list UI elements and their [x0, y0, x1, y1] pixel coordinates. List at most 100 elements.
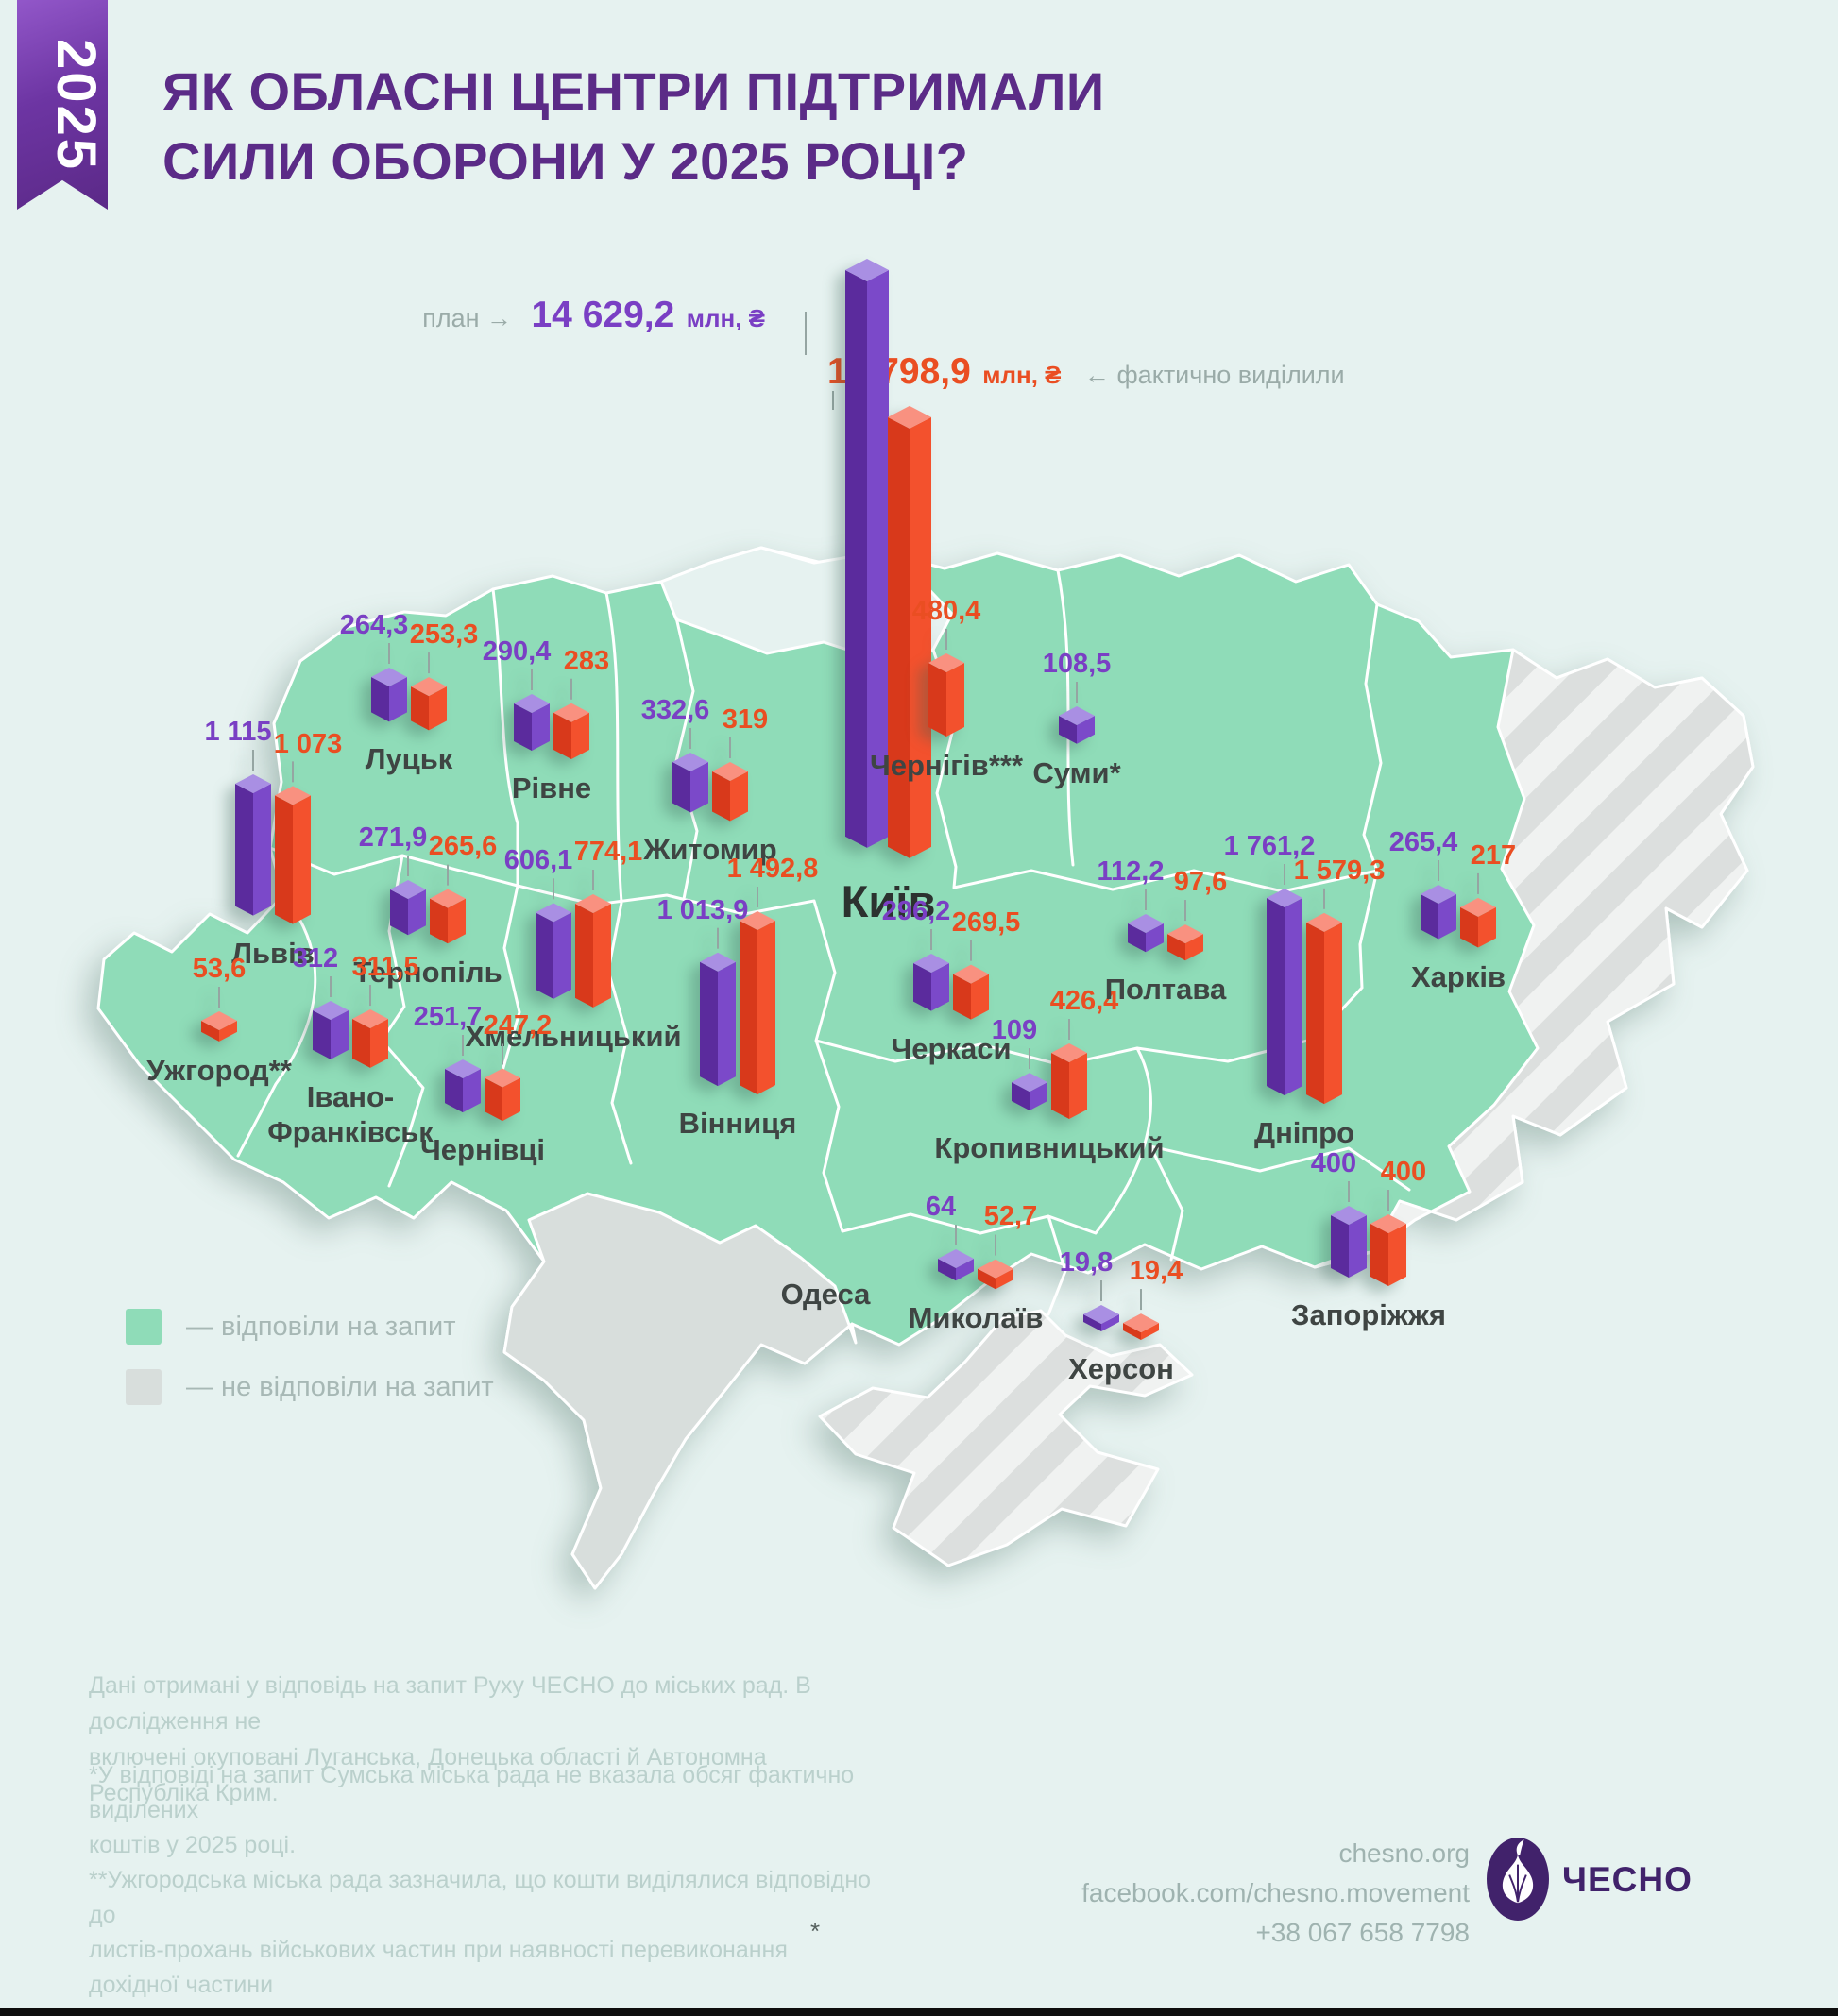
page-title: ЯК ОБЛАСНІ ЦЕНТРИ ПІДТРИМАЛИ СИЛИ ОБОРОН… [162, 57, 1105, 196]
bar-chart-3d [1267, 863, 1342, 1104]
bar-chart-3d [938, 1224, 1013, 1289]
plan-arrow-label: план → [422, 304, 513, 332]
fact-value-label: 400 [1380, 1157, 1427, 1187]
legend-swatch-green [126, 1309, 162, 1345]
city-marker: 271,9 265,6 Тернопіль [266, 820, 587, 1029]
fact-value-label: 1 492,8 [726, 853, 819, 884]
plan-value-label: 19,8 [1059, 1247, 1114, 1279]
city-marker: 108,5 Суми* [935, 646, 1256, 839]
city-name-label: Рівне [511, 771, 592, 805]
bar-chart-3d [913, 929, 989, 1020]
legend-swatch-gray [126, 1369, 162, 1405]
city-name-label: Харків [1410, 959, 1506, 993]
city-marker: 1 115 1 073 Львів [111, 714, 433, 1010]
bar-chart-3d [1059, 682, 1095, 744]
bottom-edge-strip [0, 2008, 1838, 2016]
chesno-garlic-icon [1487, 1838, 1549, 1921]
city-marker: 112,2 97,6 Полтава [1004, 854, 1325, 1046]
city-marker: 64 52,7 Миколаїв [814, 1189, 1135, 1375]
kyiv-plan-unit: млн, ₴ [686, 304, 765, 332]
bar-chart-3d [672, 727, 748, 821]
footnote-sumy: *У відповіді на запит Сумська міська рад… [89, 1762, 855, 1858]
city-name-label: Суми* [1032, 755, 1121, 789]
city-marker: 400 400 Запоріжжя [1207, 1145, 1528, 1372]
bar-chart-3d [445, 1034, 520, 1121]
city-name-label: Житомир [643, 832, 777, 866]
city-marker: 312 311,5 Івано- Франківськ [189, 940, 510, 1154]
city-marker: 606,1 774,1 Хмельницький [412, 825, 733, 1093]
legend-label-answered: — відповіли на запит [186, 1311, 456, 1342]
bar-chart-3d [514, 669, 589, 759]
region-odesa [502, 1192, 858, 1590]
plan-value-label: 312 [292, 943, 339, 974]
bar-chart-3d [1331, 1181, 1406, 1286]
fact-value-label: 319 [722, 703, 769, 735]
plan-value-label: 296,2 [881, 896, 951, 927]
fact-value-label: 426,4 [1049, 986, 1119, 1017]
city-marker: 1 013,9 1 492,8 Вінниця [576, 842, 897, 1180]
legend-item-answered: — відповіли на запит [126, 1309, 494, 1345]
city-marker: 251,7 247,2 Чернівці [321, 999, 642, 1207]
plan-value-label: 108,5 [1042, 649, 1112, 680]
city-name-label: Херсон [1068, 1351, 1174, 1385]
legend-item-no-answer: — не відповіли на запит [126, 1369, 494, 1405]
chesno-logo-text: ЧЕСНО [1562, 1860, 1693, 1899]
plan-value-label: 64 [925, 1191, 957, 1222]
year-ribbon: 2025 [17, 0, 108, 210]
page-title-line1: ЯК ОБЛАСНІ ЦЕНТРИ ПІДТРИМАЛИ [162, 61, 1105, 121]
plan-value-label: 606,1 [503, 845, 573, 876]
bar-chart-3d [201, 987, 237, 1042]
plan-value-label: 332,6 [640, 694, 710, 725]
city-name-label: Львів [231, 936, 315, 970]
fact-value-label: 52,7 [983, 1201, 1038, 1232]
plan-value-label: 265,4 [1388, 827, 1458, 858]
footnotes: *У відповіді на запит Сумська міська рад… [89, 1758, 882, 2016]
page-title-line2: СИЛИ ОБОРОНИ У 2025 РОЦІ? [162, 130, 969, 191]
facebook-link[interactable]: facebook.com/chesno.movement [1081, 1878, 1470, 1907]
bar-chart-3d [536, 870, 611, 1008]
city-marker: 265,4 217 Харків [1297, 824, 1618, 1034]
plan-value-label: 1 115 [204, 717, 272, 748]
city-name-label: Хмельницький [465, 1019, 682, 1053]
kyiv-plan-value: 14 629,2 [531, 295, 675, 335]
bar-chart-3d [1128, 889, 1203, 960]
fact-value-label: 283 [563, 645, 610, 676]
kyiv-plan-callout: план → 14 629,2 млн, ₴ [340, 295, 765, 336]
fact-value-label: 247,2 [483, 1010, 553, 1042]
fact-value-label: 265,6 [428, 831, 498, 862]
plan-value-label: 264,3 [339, 609, 409, 640]
city-name-label: Дніпро [1253, 1115, 1355, 1149]
city-name-label: Ужгород** [146, 1053, 292, 1087]
plan-value-label: 109 [991, 1015, 1038, 1046]
plan-value-label: 1 761,2 [1223, 830, 1316, 861]
bar-chart-3d [845, 259, 931, 858]
city-marker: 264,3 253,3 Луцьк [247, 607, 569, 816]
bar-chart-3d [1421, 860, 1496, 948]
contacts-block: chesno.org facebook.com/chesno.movement … [1077, 1834, 1470, 1953]
city-name-label: Чернівці [419, 1132, 546, 1166]
footnote-uzhhorod: **Ужгородська міська рада зазначила, що … [89, 1867, 872, 2016]
bar-chart-3d [700, 886, 775, 1094]
city-name-label: Черкаси [891, 1031, 1012, 1065]
city-marker: 19,8 19,4 Херсон [960, 1245, 1281, 1426]
city-marker: 332,6 319 Житомир [549, 692, 870, 906]
city-name-label: Вінниця [678, 1106, 797, 1140]
phone-number: +38 067 658 7798 [1255, 1918, 1470, 1947]
fact-leader-line [832, 391, 834, 410]
city-marker: Київ [725, 198, 1047, 942]
city-name-label: Миколаїв [908, 1300, 1044, 1334]
website-link[interactable]: chesno.org [1338, 1838, 1470, 1868]
fact-value-label: 253,3 [409, 618, 479, 650]
city-marker: 109 426,4 Кропивницький [888, 974, 1209, 1205]
bar-chart-3d [1083, 1280, 1159, 1340]
city-marker: 480,4 Чернігів*** [805, 593, 1126, 831]
city-name-label: Полтава [1104, 972, 1227, 1006]
fact-value-label: 217 [1470, 840, 1517, 872]
bar-chart-3d [235, 750, 311, 924]
region-occupied-east [1313, 648, 1755, 1269]
city-name-label: Луцьк [365, 741, 453, 775]
plan-value-label: 400 [1310, 1148, 1357, 1178]
fact-value-label: 19,4 [1129, 1256, 1183, 1287]
region-crimea-occupied [818, 1309, 1194, 1567]
legend-label-no-answer: — не відповіли на запит [186, 1371, 494, 1402]
